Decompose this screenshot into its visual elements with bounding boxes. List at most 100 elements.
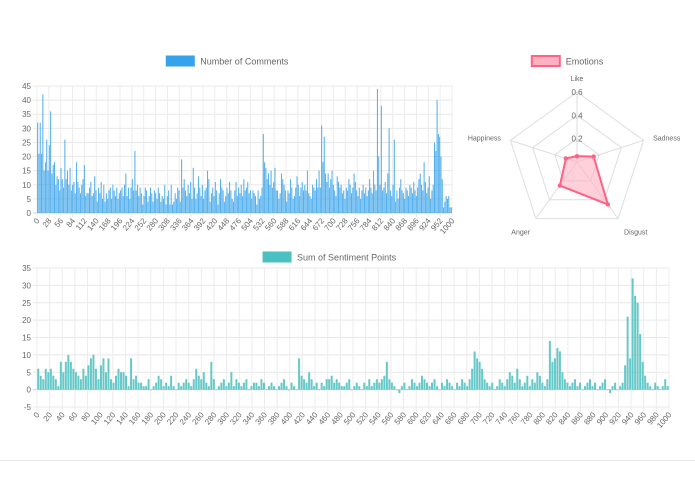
bar — [225, 196, 227, 213]
bar — [631, 278, 634, 390]
bar — [300, 187, 302, 213]
bar — [486, 382, 489, 390]
bar — [140, 193, 142, 213]
bar — [205, 382, 208, 390]
bar — [216, 190, 218, 213]
bar — [52, 165, 54, 213]
bar — [78, 187, 80, 213]
bar — [120, 372, 123, 390]
bar — [506, 379, 509, 390]
bar — [548, 340, 551, 390]
bar — [271, 187, 273, 213]
bar — [269, 184, 271, 213]
bar — [521, 386, 524, 390]
bar — [463, 382, 466, 390]
bar — [137, 382, 140, 390]
bar — [132, 379, 135, 390]
bar — [51, 173, 53, 213]
bar — [152, 386, 155, 390]
bar — [405, 389, 408, 391]
bar — [131, 179, 133, 213]
bar — [315, 179, 317, 213]
radar-tick-label: 0.4 — [571, 111, 583, 120]
bar — [204, 190, 206, 213]
x-tick-label: 0 — [32, 216, 42, 226]
bar — [99, 193, 101, 213]
bar — [101, 198, 104, 213]
bar — [162, 198, 164, 213]
bar — [446, 198, 448, 213]
bar — [368, 379, 371, 390]
bar — [157, 187, 159, 213]
bar — [414, 190, 416, 213]
bar — [222, 379, 225, 390]
bar — [142, 386, 145, 390]
bar — [355, 382, 358, 390]
bar — [52, 375, 55, 390]
radar-chart: Emotions 0.2 0.4 0.6 Like Sadness Disgust Anger… — [468, 55, 681, 237]
bar — [76, 162, 78, 213]
bar — [244, 190, 246, 213]
bar — [604, 379, 607, 390]
bar — [358, 187, 360, 213]
bar — [147, 201, 149, 213]
bar — [336, 176, 338, 213]
bar — [373, 382, 376, 390]
bar — [253, 193, 255, 213]
bar — [38, 153, 40, 213]
bar — [212, 379, 215, 390]
bar — [526, 375, 529, 390]
bar — [175, 198, 177, 213]
bar — [396, 190, 398, 213]
bar — [197, 375, 200, 390]
bar — [586, 382, 589, 390]
bar — [160, 379, 163, 390]
bar — [98, 187, 100, 213]
bar — [182, 382, 185, 390]
bar — [192, 379, 195, 390]
bar — [168, 190, 170, 213]
bar — [157, 375, 160, 390]
bar — [183, 179, 185, 213]
bar — [425, 382, 428, 390]
bar — [343, 386, 346, 390]
bar — [205, 187, 207, 213]
bar — [285, 386, 288, 390]
bar — [182, 187, 184, 213]
bar — [445, 196, 447, 213]
bar — [156, 198, 158, 213]
bar — [232, 386, 235, 390]
bar — [49, 368, 52, 390]
y-tick-label: 5 — [27, 195, 32, 204]
bar — [227, 193, 229, 213]
bar — [47, 372, 50, 390]
bar — [581, 389, 584, 391]
bar — [116, 187, 118, 213]
bar — [133, 190, 135, 213]
bar — [127, 187, 129, 213]
bar — [395, 389, 398, 391]
bar — [65, 179, 67, 213]
bar — [588, 379, 592, 390]
bar — [240, 386, 243, 390]
bar — [621, 382, 624, 390]
bar — [408, 386, 411, 390]
bar — [248, 193, 250, 213]
bar — [73, 181, 75, 213]
bar — [493, 389, 496, 391]
bar — [102, 358, 105, 390]
bar — [180, 386, 183, 390]
bar — [413, 181, 415, 213]
bar — [223, 201, 225, 213]
bar — [639, 334, 642, 390]
bar — [275, 190, 277, 213]
bar-chart-2: Sum of Sentiment Points-5051015202530350… — [22, 251, 674, 430]
bar — [252, 382, 255, 390]
bar — [48, 145, 50, 213]
bar — [466, 386, 469, 390]
radar-axis-label: Like — [571, 76, 584, 83]
bar — [284, 190, 286, 213]
bar — [358, 386, 361, 390]
bar — [291, 187, 293, 213]
